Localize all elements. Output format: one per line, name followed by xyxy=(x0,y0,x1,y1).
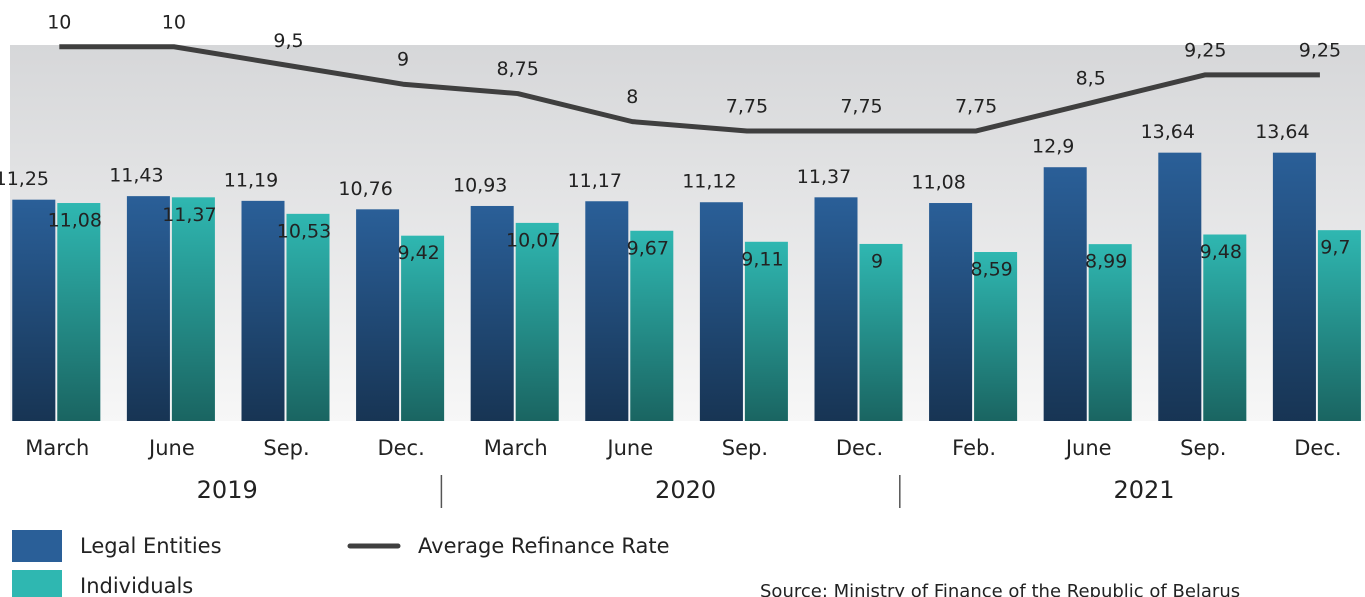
bar-shade xyxy=(814,197,858,421)
bar-value-label: 9,48 xyxy=(1200,241,1242,263)
x-group-label: 2019 xyxy=(197,476,258,504)
bar-shade xyxy=(699,202,743,421)
bar-value-label: 11,19 xyxy=(224,169,278,191)
x-tick-label: Feb. xyxy=(952,436,996,460)
x-tick-label: Sep. xyxy=(263,436,309,460)
bar-shade xyxy=(1317,230,1361,421)
line-value-label: 7,75 xyxy=(726,95,768,117)
bar-value-label: 11,43 xyxy=(109,165,163,187)
bar-value-label: 11,25 xyxy=(0,168,49,190)
bar-shade xyxy=(1203,234,1247,421)
bar-shade xyxy=(57,203,101,421)
legend-label: Legal Entities xyxy=(80,534,222,558)
bar-shade xyxy=(241,200,285,421)
bar-value-label: 13,64 xyxy=(1255,121,1309,143)
x-tick-label: Sep. xyxy=(722,436,768,460)
line-value-label: 9 xyxy=(397,49,409,71)
x-group-label: 2021 xyxy=(1113,476,1174,504)
bar-value-label: 10,07 xyxy=(506,229,560,251)
x-tick-label: Dec. xyxy=(1294,436,1341,460)
bar-value-label: 11,08 xyxy=(911,172,965,194)
plot-background xyxy=(10,45,1365,421)
bar-shade xyxy=(401,235,445,421)
x-tick-label: March xyxy=(484,436,548,460)
bar-shade xyxy=(470,205,514,421)
line-value-label: 7,75 xyxy=(840,95,882,117)
x-tick-label: June xyxy=(605,436,653,460)
x-tick-label: Dec. xyxy=(377,436,424,460)
bar-shade xyxy=(859,243,903,421)
bar-shade xyxy=(1043,167,1087,421)
bar-value-label: 11,37 xyxy=(162,204,216,226)
bar-shade xyxy=(126,196,170,421)
bar-value-label: 9,7 xyxy=(1320,237,1350,259)
x-group-label: 2020 xyxy=(655,476,716,504)
x-tick-label: June xyxy=(1064,436,1112,460)
bar-value-label: 8,59 xyxy=(970,259,1012,281)
line-value-label: 9,25 xyxy=(1184,39,1226,61)
line-value-label: 10 xyxy=(47,11,71,33)
line-value-label: 8 xyxy=(626,86,638,108)
bar-shade xyxy=(12,199,56,421)
bar-value-label: 9,42 xyxy=(397,242,439,264)
bar-shade xyxy=(286,213,330,421)
bar-shade xyxy=(1158,152,1202,421)
bar-value-label: 9,11 xyxy=(741,248,783,270)
bar-shade xyxy=(744,241,788,421)
bar-value-label: 11,12 xyxy=(682,171,736,193)
bar-shade xyxy=(585,201,629,421)
bar-shade xyxy=(974,252,1018,421)
bar-value-label: 8,99 xyxy=(1085,251,1127,273)
line-value-label: 9,25 xyxy=(1299,39,1341,61)
x-tick-label: Sep. xyxy=(1180,436,1226,460)
bar-value-label: 13,64 xyxy=(1141,121,1195,143)
line-value-label: 8,5 xyxy=(1076,67,1106,89)
bar-shade xyxy=(1272,152,1316,421)
line-value-label: 8,75 xyxy=(497,58,539,80)
bar-value-label: 11,08 xyxy=(48,210,102,232)
x-tick-label: Dec. xyxy=(836,436,883,460)
legend-swatch xyxy=(12,530,62,562)
bar-value-label: 12,9 xyxy=(1032,136,1074,158)
bar-shade xyxy=(171,197,215,421)
x-tick-label: March xyxy=(25,436,89,460)
x-tick-label: June xyxy=(147,436,195,460)
bar-value-label: 10,93 xyxy=(453,174,507,196)
bar-value-label: 10,53 xyxy=(277,220,331,242)
bar-value-label: 9 xyxy=(871,250,883,272)
bar-shade xyxy=(1088,244,1132,421)
bar-value-label: 9,67 xyxy=(627,237,669,259)
bar-shade xyxy=(515,222,559,421)
line-value-label: 7,75 xyxy=(955,95,997,117)
bar-value-label: 11,37 xyxy=(797,166,851,188)
bar-shade xyxy=(630,230,674,421)
line-value-label: 10 xyxy=(162,11,186,33)
line-value-label: 9,5 xyxy=(273,30,303,52)
legend-label: Individuals xyxy=(80,574,193,597)
bar-value-label: 11,17 xyxy=(568,170,622,192)
bar-shade xyxy=(356,209,400,421)
bar-value-label: 10,76 xyxy=(338,178,392,200)
bar-shade xyxy=(929,203,973,421)
line xyxy=(59,44,1320,134)
source-note: Source: Ministry of Finance of the Repub… xyxy=(760,581,1240,597)
legend-swatch xyxy=(12,570,62,597)
legend-label: Average Refinance Rate xyxy=(418,534,670,558)
